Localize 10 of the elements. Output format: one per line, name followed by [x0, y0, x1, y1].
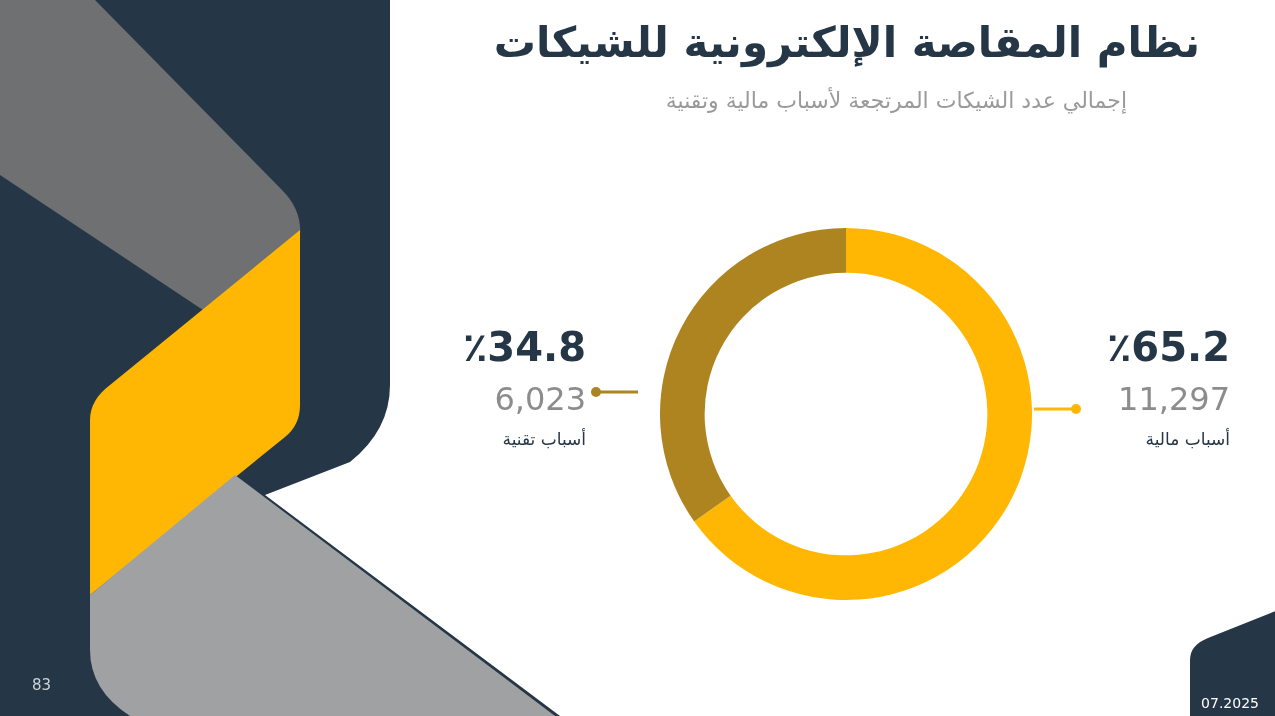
text: 07.2025	[1201, 695, 1259, 711]
text: 6,023	[494, 380, 586, 418]
text: 11,297	[1118, 380, 1230, 418]
data-label: ٪65.2	[1105, 323, 1230, 372]
chart-subtitle: إجمالي عدد الشيكات المرتجعة لأسباب مالية وتقنية	[665, 88, 1127, 113]
data-label: ٪34.8	[461, 323, 586, 372]
slice-label: أسباب تقنية	[501, 427, 586, 451]
text: 83	[32, 676, 52, 694]
slice-label: أسباب مالية	[1144, 427, 1230, 451]
chart-title: نظام المقاصة الإلكترونية للشيكات	[493, 18, 1200, 67]
